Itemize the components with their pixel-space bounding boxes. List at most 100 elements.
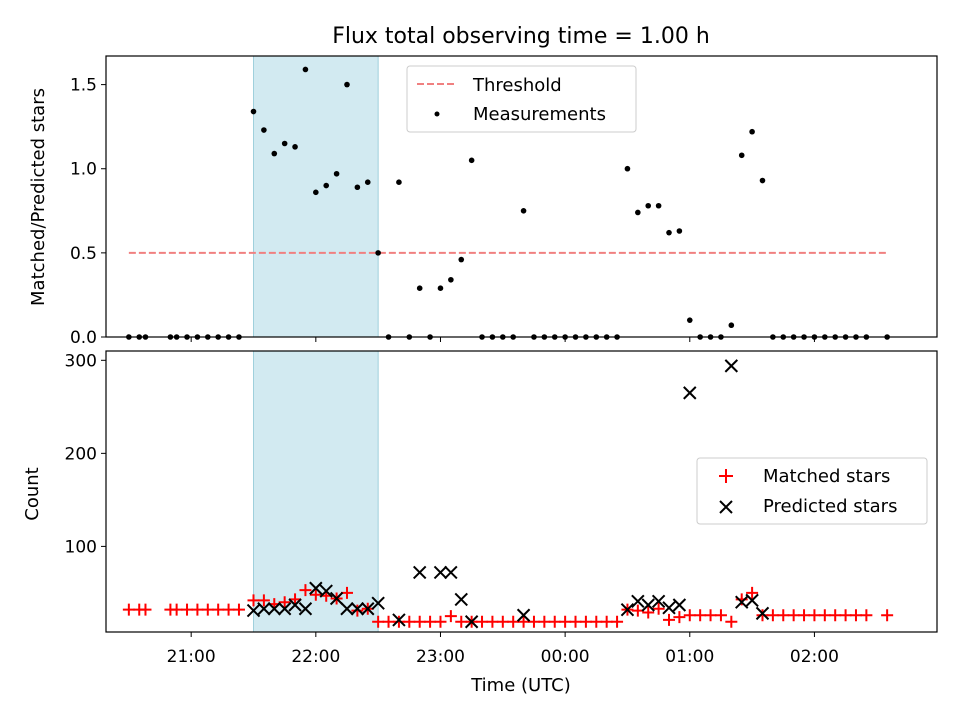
predicted-star-point: [392, 613, 406, 627]
highlight-span: [253, 55, 379, 338]
measurement-point: [271, 150, 278, 157]
highlight-span: [253, 350, 379, 633]
x-tick-label: 21:00: [167, 647, 216, 667]
matched-star-point: [746, 586, 759, 599]
measurement-point: [635, 209, 641, 216]
matched-star-point: [714, 609, 727, 622]
top-legend-frame: [406, 65, 637, 133]
bottom-panel: 100 200 300 21:00 22:00 23:00 00:00 01:00 02:00: [65, 350, 938, 667]
matched-star-point: [725, 615, 738, 628]
matched-star-point: [663, 613, 676, 626]
predicted-star-point: [745, 593, 759, 608]
measurement-point: [468, 157, 475, 164]
predicted-star-point: [298, 602, 313, 616]
matched-star-point: [569, 615, 582, 628]
predicted-star-point: [257, 602, 271, 616]
y-tick-label: 0.0: [70, 328, 97, 348]
predicted-star-point: [724, 359, 739, 373]
x-tick-label: 00:00: [541, 647, 590, 667]
measurement-point: [759, 177, 766, 184]
matched-star-point: [683, 609, 696, 622]
matched-star-point: [139, 603, 152, 616]
y-tick-label: 0.5: [70, 244, 97, 264]
measurement-point: [354, 184, 361, 191]
measurement-point: [437, 285, 444, 292]
x-tick-label: 22:00: [291, 647, 340, 667]
measurement-point: [344, 81, 350, 88]
predicted-star-point: [631, 594, 645, 609]
measurement-point: [250, 108, 257, 115]
legend-matched-swatch: [719, 469, 733, 483]
measurement-point: [333, 170, 340, 177]
matched-star-point: [808, 609, 821, 622]
legend-predicted-label: Predicted stars: [763, 496, 897, 517]
predicted-star-point: [755, 606, 770, 621]
matched-star-point: [507, 615, 520, 628]
x-axis-label: Time (UTC): [470, 675, 571, 696]
matched-star-point: [611, 615, 624, 628]
predicted-star-point: [444, 565, 458, 580]
matched-star-point: [476, 615, 489, 628]
predicted-star-point: [267, 602, 281, 616]
matched-star-point: [122, 603, 135, 616]
chart-title: Flux total observing time = 1.00 h: [332, 24, 710, 49]
measurement-point: [302, 66, 309, 73]
matched-star-point: [756, 609, 769, 622]
legend-threshold-label: Threshold: [472, 75, 562, 96]
measurement-point: [281, 140, 288, 147]
bottom-legend: Matched stars Predicted stars: [696, 457, 928, 525]
matched-star-point: [829, 609, 842, 622]
legend-matched-label: Matched stars: [763, 466, 890, 487]
matched-star-point: [201, 603, 214, 616]
predicted-star-point: [683, 386, 697, 400]
y-tick-label: 200: [65, 444, 97, 464]
matched-star-point: [839, 609, 852, 622]
measurement-point: [458, 256, 465, 263]
predicted-star-point: [516, 608, 531, 622]
measurement-point: [645, 202, 652, 209]
matched-star-point: [413, 615, 426, 628]
matched-star-point: [787, 609, 800, 622]
matched-star-point: [434, 615, 447, 628]
y-tick-label: 300: [65, 351, 97, 371]
matched-star-point: [600, 615, 613, 628]
matched-star-point: [424, 615, 437, 628]
top-legend: Threshold Measurements: [406, 65, 637, 133]
measurement-point: [749, 128, 755, 135]
matched-star-point: [704, 609, 717, 622]
matched-star-point: [486, 615, 499, 628]
top-panel: 0.0 0.5 1.0 1.5: [70, 55, 938, 348]
legend-measurements-label: Measurements: [473, 104, 606, 125]
matched-star-point: [247, 594, 260, 607]
matched-star-point: [860, 609, 873, 622]
predicted-star-point: [309, 581, 323, 595]
predicted-star-point: [246, 603, 261, 618]
predicted-star-point: [350, 602, 365, 616]
predicted-star-point: [620, 602, 635, 617]
y-tick-label: 1.5: [70, 76, 97, 96]
measurement-point: [396, 179, 402, 185]
y-tick-label: 1.0: [70, 160, 97, 180]
matched-star-point: [881, 609, 894, 622]
matched-star-point: [527, 615, 540, 628]
matched-star-point: [278, 596, 291, 609]
matched-star-point: [818, 609, 831, 622]
measurement-point: [624, 165, 631, 172]
matched-star-point: [798, 609, 811, 622]
matched-star-point: [849, 609, 862, 622]
matched-star-point: [392, 615, 405, 628]
x-tick-label: 02:00: [790, 647, 839, 667]
matched-star-point: [517, 615, 530, 628]
matched-star-point: [372, 615, 385, 628]
matched-star-point: [777, 609, 790, 622]
matched-star-point: [444, 610, 457, 623]
measurement-point: [448, 276, 454, 283]
matched-star-point: [403, 615, 416, 628]
matched-star-point: [538, 615, 551, 628]
matched-star-point: [559, 615, 572, 628]
matched-star-point: [212, 603, 225, 616]
matched-star-point: [590, 615, 603, 628]
matched-star-point: [455, 615, 468, 628]
predicted-star-point: [454, 592, 468, 607]
